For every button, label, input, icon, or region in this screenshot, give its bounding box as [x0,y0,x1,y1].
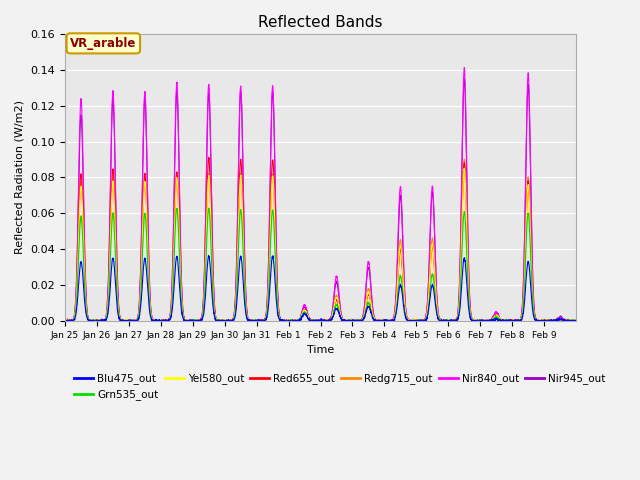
Text: VR_arable: VR_arable [70,37,136,50]
Y-axis label: Reflected Radiation (W/m2): Reflected Radiation (W/m2) [15,100,25,254]
Title: Reflected Bands: Reflected Bands [259,15,383,30]
X-axis label: Time: Time [307,345,334,355]
Legend: Blu475_out, Grn535_out, Yel580_out, Red655_out, Redg715_out, Nir840_out, Nir945_: Blu475_out, Grn535_out, Yel580_out, Red6… [70,369,610,405]
